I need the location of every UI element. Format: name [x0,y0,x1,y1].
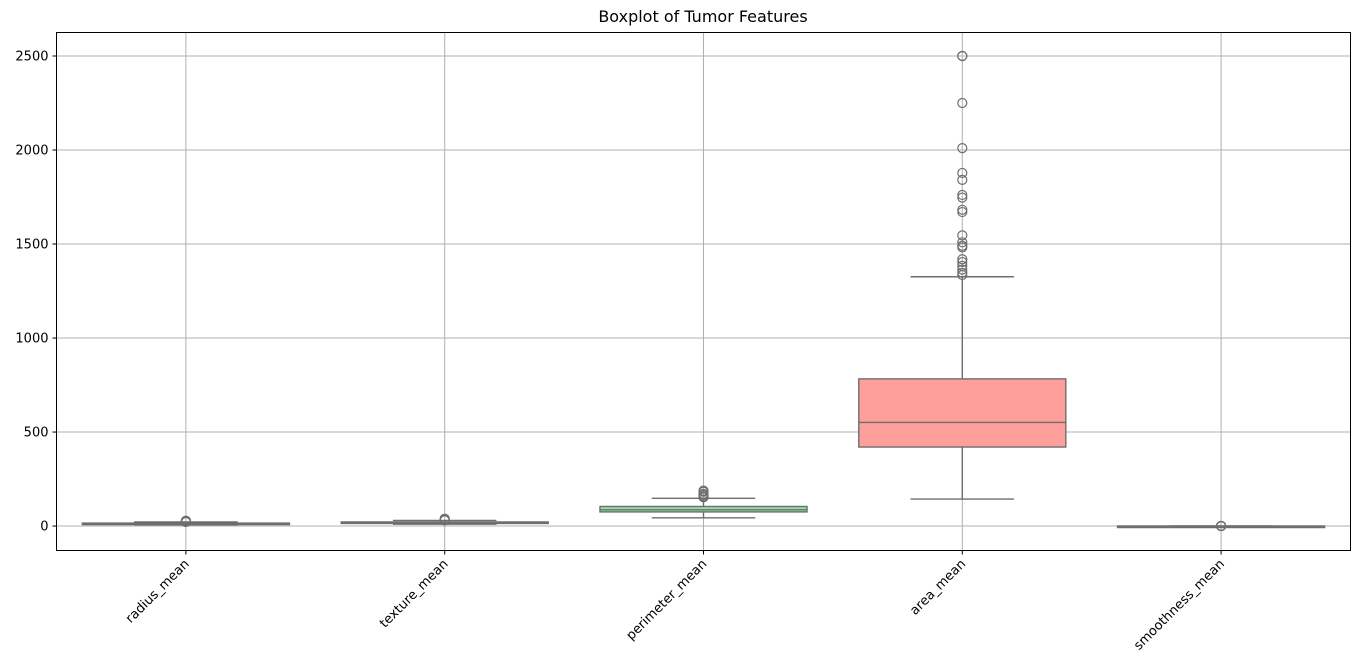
y-tick-label: 1500 [15,238,48,253]
y-tick-label: 2000 [15,144,48,159]
y-tick-label: 2500 [15,50,48,65]
outlier-point [698,485,709,496]
outlier-point [957,143,968,154]
iqr-box [858,378,1067,448]
y-tick-label: 1000 [15,332,48,347]
outlier-point [957,254,968,265]
outlier-point [957,50,968,61]
outlier-point [957,192,968,203]
x-tick-label: texture_mean [377,557,451,631]
outlier-point [957,240,968,251]
x-tick-label: perimeter_mean [624,557,711,644]
outlier-point [180,515,191,526]
axes-frame [56,32,1351,551]
outlier-point [957,260,968,271]
box-layer [81,50,1326,532]
outlier-point [957,167,968,179]
outlier-point [957,267,968,278]
outlier-point [957,237,968,248]
axis-layer: 0 500 1000 1500 2000 2500 radius_mean texture_m… [15,50,1228,654]
y-tick-label: 0 [40,520,48,535]
x-tick-label: smoothness_mean [1131,557,1228,654]
outlier-point [957,264,968,275]
outlier-point [439,513,450,524]
outlier-point [957,174,968,186]
outlier-point [957,256,968,268]
x-tick-label: radius_mean [123,557,193,627]
outlier-point [1215,520,1227,532]
outlier-point [957,189,968,201]
box-perimeter-mean [599,485,808,519]
box-area-mean [858,50,1067,500]
grid-layer [56,32,1351,551]
outlier-point [957,230,968,241]
box-smoothness-mean [1116,520,1326,532]
chart-title: Boxplot of Tumor Features [598,7,807,26]
outlier-point [957,97,968,109]
x-tick-label: area_mean [907,557,969,619]
box-radius-mean [81,515,291,528]
outlier-point [957,204,968,215]
y-tick-label: 500 [24,426,49,441]
box-texture-mean [340,513,549,526]
